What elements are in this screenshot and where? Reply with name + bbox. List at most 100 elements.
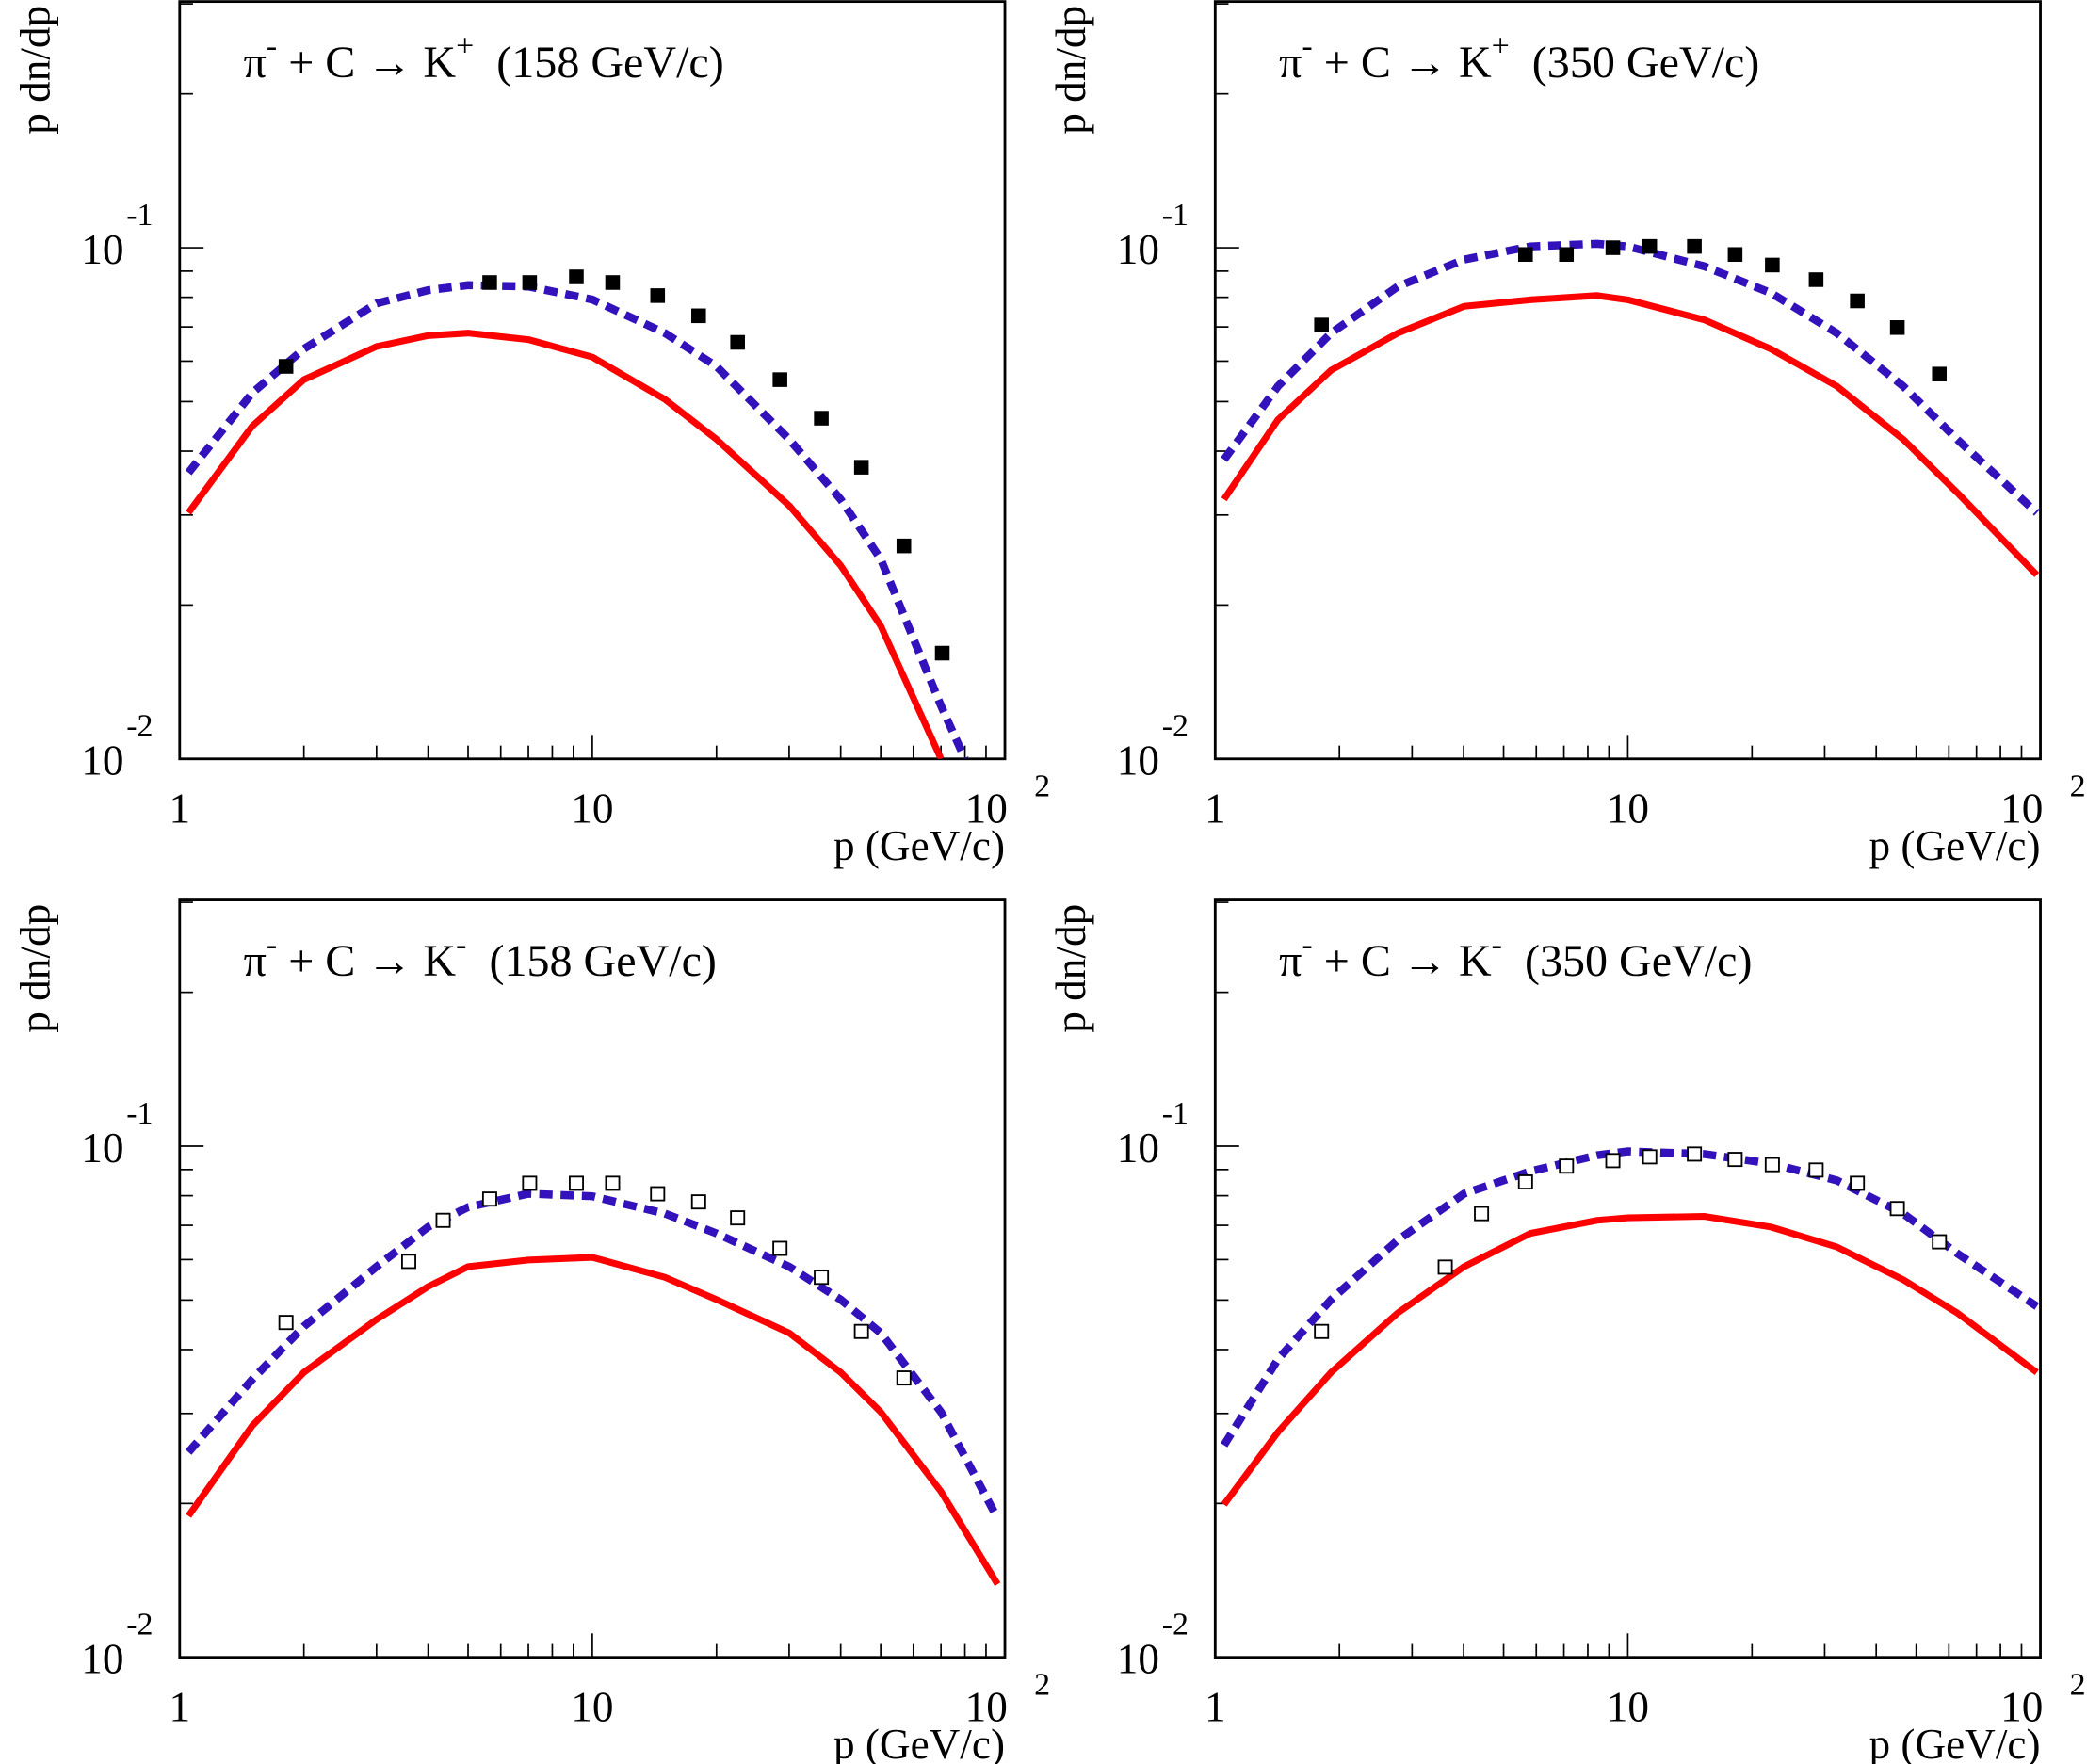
data-point xyxy=(1474,1206,1490,1222)
data-point xyxy=(1559,1158,1575,1174)
solid-curve xyxy=(1221,1212,2039,1507)
data-point xyxy=(650,1186,666,1202)
y-tick-label: 10 xyxy=(1117,1636,1159,1683)
data-point xyxy=(934,645,950,661)
data-point xyxy=(1808,272,1824,287)
data-point xyxy=(896,1370,912,1386)
x-tick-label: 1 xyxy=(169,785,190,833)
data-point xyxy=(1850,1175,1866,1191)
data-point xyxy=(278,1315,294,1331)
dashed-curve xyxy=(185,281,969,759)
title-mid: + C → K xyxy=(277,936,456,986)
title-mid: + C → K xyxy=(1313,936,1492,986)
x-axis-label: p (GeV/c) xyxy=(833,822,1005,869)
data-point xyxy=(522,1175,538,1191)
chart-title: π- + C → K+ (158 GeV/c) xyxy=(244,29,724,89)
y-tick-label: 10 xyxy=(1117,226,1159,273)
plot-frame xyxy=(178,898,1007,1659)
title-base1: π xyxy=(1279,38,1302,88)
data-point xyxy=(1764,1157,1780,1173)
x-tick-label: 10 xyxy=(2000,1684,2043,1731)
plot-frame xyxy=(1213,0,2042,761)
plot-area xyxy=(185,1175,1001,1586)
title-sup2: - xyxy=(1492,928,1502,963)
chart-panel-4: 1 10 10 210-110-2p (GeV/c)p dn/dp π- + C → K… xyxy=(1047,898,2086,1764)
dashed-curve xyxy=(1221,239,2040,516)
data-point xyxy=(1889,1201,1905,1217)
x-tick-label: 10 xyxy=(965,1684,1008,1731)
data-point xyxy=(1605,1153,1621,1169)
y-tick-label-exponent: -2 xyxy=(1162,709,1189,744)
data-point xyxy=(605,1175,621,1191)
x-tick-label-exponent: 2 xyxy=(1034,1667,1050,1702)
solid-curve xyxy=(186,1254,1001,1586)
y-tick-label: 10 xyxy=(1117,737,1159,785)
title-tail: (158 GeV/c) xyxy=(466,936,717,986)
data-point xyxy=(772,372,787,387)
y-tick-label-exponent: -2 xyxy=(126,709,153,744)
y-tick-label: 10 xyxy=(81,226,123,273)
dashed-curve xyxy=(185,1189,1001,1521)
plot-area xyxy=(1221,238,2040,577)
title-sup2: + xyxy=(456,29,474,64)
data-point xyxy=(853,460,869,475)
data-point xyxy=(1932,366,1948,381)
solid-curve xyxy=(186,330,945,759)
y-axis-label: p dn/dp xyxy=(1047,6,1094,135)
y-axis-label: p dn/dp xyxy=(1047,904,1094,1033)
x-tick-label: 10 xyxy=(571,785,613,833)
data-point xyxy=(853,1323,869,1339)
data-point xyxy=(1314,1323,1330,1339)
data-point xyxy=(690,1194,706,1210)
x-tick-label-exponent: 2 xyxy=(1034,769,1050,803)
plot-area xyxy=(185,269,969,759)
title-sup2: - xyxy=(456,928,466,963)
data-point xyxy=(569,1175,584,1191)
x-tick-label: 10 xyxy=(1607,785,1649,833)
chart-panel-3: 1 10 10 210-110-2p (GeV/c)p dn/dp π- + C → K… xyxy=(11,898,1050,1764)
data-point xyxy=(1559,247,1575,263)
data-point xyxy=(650,288,666,303)
chart-title: π- + C → K- (158 GeV/c) xyxy=(244,928,717,987)
x-axis-label: p (GeV/c) xyxy=(1869,1721,2040,1764)
y-tick-label-exponent: -1 xyxy=(1162,1096,1189,1131)
chart-title: π- + C → K- (350 GeV/c) xyxy=(1279,928,1752,987)
data-point xyxy=(1850,293,1865,309)
data-point xyxy=(1605,240,1621,255)
y-tick-label: 10 xyxy=(81,1636,123,1683)
data-point xyxy=(1727,247,1743,263)
x-tick-label: 1 xyxy=(1205,785,1226,833)
chart-title: π- + C → K+ (350 GeV/c) xyxy=(1279,29,1759,89)
x-tick-label: 10 xyxy=(2000,785,2043,833)
y-tick-label: 10 xyxy=(81,737,123,785)
x-tick-label: 10 xyxy=(571,1684,613,1731)
data-point xyxy=(772,1240,788,1256)
title-sup1: - xyxy=(267,928,277,963)
data-point xyxy=(1517,1174,1533,1190)
data-point xyxy=(435,1212,451,1228)
data-point xyxy=(1642,238,1658,254)
data-point xyxy=(400,1254,416,1270)
y-tick-label: 10 xyxy=(1117,1125,1159,1172)
data-point xyxy=(1889,320,1905,335)
title-base1: π xyxy=(1279,936,1302,986)
x-axis-label: p (GeV/c) xyxy=(1869,822,2040,869)
y-axis-label: p dn/dp xyxy=(11,6,58,135)
plot-frame xyxy=(1213,898,2042,1659)
y-axis-label: p dn/dp xyxy=(11,904,58,1033)
data-point xyxy=(896,538,912,554)
x-tick-label: 10 xyxy=(1607,1684,1649,1731)
chart-panel-2: 1 10 10 210-110-2p (GeV/c)p dn/dp π- + C → K… xyxy=(1047,0,2086,869)
data-point xyxy=(1642,1149,1658,1165)
solid-curve xyxy=(1221,292,2040,577)
title-mid: + C → K xyxy=(1313,38,1492,88)
data-point xyxy=(1687,238,1702,254)
title-sup1: - xyxy=(1302,29,1312,64)
x-tick-label: 10 xyxy=(965,785,1008,833)
x-tick-label: 1 xyxy=(169,1684,190,1731)
data-point xyxy=(730,334,745,350)
y-tick-label-exponent: -2 xyxy=(126,1608,153,1643)
data-point xyxy=(605,275,621,290)
y-tick-label-exponent: -1 xyxy=(126,1096,153,1131)
title-mid: + C → K xyxy=(277,38,456,88)
